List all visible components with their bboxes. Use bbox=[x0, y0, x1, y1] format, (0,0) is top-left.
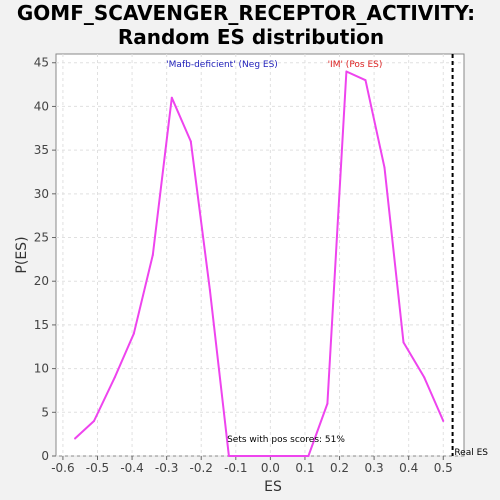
y-tick-label: 25 bbox=[34, 231, 49, 245]
data-point bbox=[93, 420, 96, 423]
data-point bbox=[189, 140, 192, 143]
data-point bbox=[423, 376, 426, 379]
y-tick-label: 20 bbox=[34, 274, 49, 288]
neg-es-label: 'Mafb-deficient' (Neg ES) bbox=[166, 60, 278, 70]
data-point bbox=[227, 455, 230, 457]
data-point bbox=[345, 70, 348, 73]
grid bbox=[56, 54, 464, 457]
data-point bbox=[303, 455, 306, 457]
data-point bbox=[113, 376, 116, 379]
x-tick-label: -0.6 bbox=[51, 461, 74, 475]
x-axis-label: ES bbox=[264, 479, 282, 495]
pos-scores-label: Sets with pos scores: 51% bbox=[227, 435, 345, 445]
data-point bbox=[246, 455, 249, 457]
data-point bbox=[208, 288, 211, 291]
x-tick-label: 0.0 bbox=[261, 461, 280, 475]
y-tick-label: 30 bbox=[34, 187, 49, 201]
x-tick-label: -0.1 bbox=[224, 461, 247, 475]
x-tick-label: 0.4 bbox=[399, 461, 418, 475]
y-tick-label: 0 bbox=[41, 449, 49, 463]
y-tick-label: 5 bbox=[41, 405, 49, 419]
chart-title-line-2: Random ES distribution bbox=[118, 25, 384, 49]
data-point bbox=[151, 254, 154, 256]
pos-es-label: 'IM' (Pos ES) bbox=[328, 60, 383, 70]
data-point bbox=[326, 402, 329, 405]
x-tick-label: 0.5 bbox=[434, 461, 453, 475]
chart-title-line-1: GOMF_SCAVENGER_RECEPTOR_ACTIVITY: bbox=[17, 1, 475, 25]
data-point bbox=[307, 455, 310, 457]
series-layer bbox=[74, 70, 445, 457]
plot-area bbox=[55, 53, 465, 457]
real-es-label: Real ES bbox=[454, 448, 488, 458]
y-tick-label: 40 bbox=[34, 99, 49, 113]
data-point bbox=[132, 332, 135, 335]
y-tick-label: 45 bbox=[34, 56, 49, 70]
data-point bbox=[364, 79, 367, 82]
x-tick-label: -0.2 bbox=[190, 461, 213, 475]
y-axis-ticks: 0 5 10 15 20 25 30 35 40 45 bbox=[34, 56, 56, 463]
x-tick-label: -0.4 bbox=[120, 461, 143, 475]
y-axis-label: P(ES) bbox=[14, 236, 30, 273]
data-point bbox=[170, 96, 173, 99]
data-point bbox=[383, 166, 386, 169]
x-tick-label: 0.2 bbox=[330, 461, 349, 475]
data-point bbox=[265, 455, 268, 457]
x-axis-ticks: -0.6 -0.5 -0.4 -0.3 -0.2 -0.1 0.0 0.1 0.2 0.3 0.4 0… bbox=[51, 456, 453, 475]
x-tick-label: 0.1 bbox=[295, 461, 314, 475]
data-point bbox=[402, 341, 405, 344]
x-tick-label: -0.3 bbox=[155, 461, 178, 475]
data-point bbox=[442, 420, 445, 423]
y-tick-label: 15 bbox=[34, 318, 49, 332]
data-point bbox=[74, 437, 77, 440]
y-tick-label: 10 bbox=[34, 362, 49, 376]
x-tick-label: 0.3 bbox=[365, 461, 384, 475]
data-point bbox=[284, 455, 287, 457]
y-tick-label: 35 bbox=[34, 143, 49, 157]
x-tick-label: -0.5 bbox=[86, 461, 109, 475]
